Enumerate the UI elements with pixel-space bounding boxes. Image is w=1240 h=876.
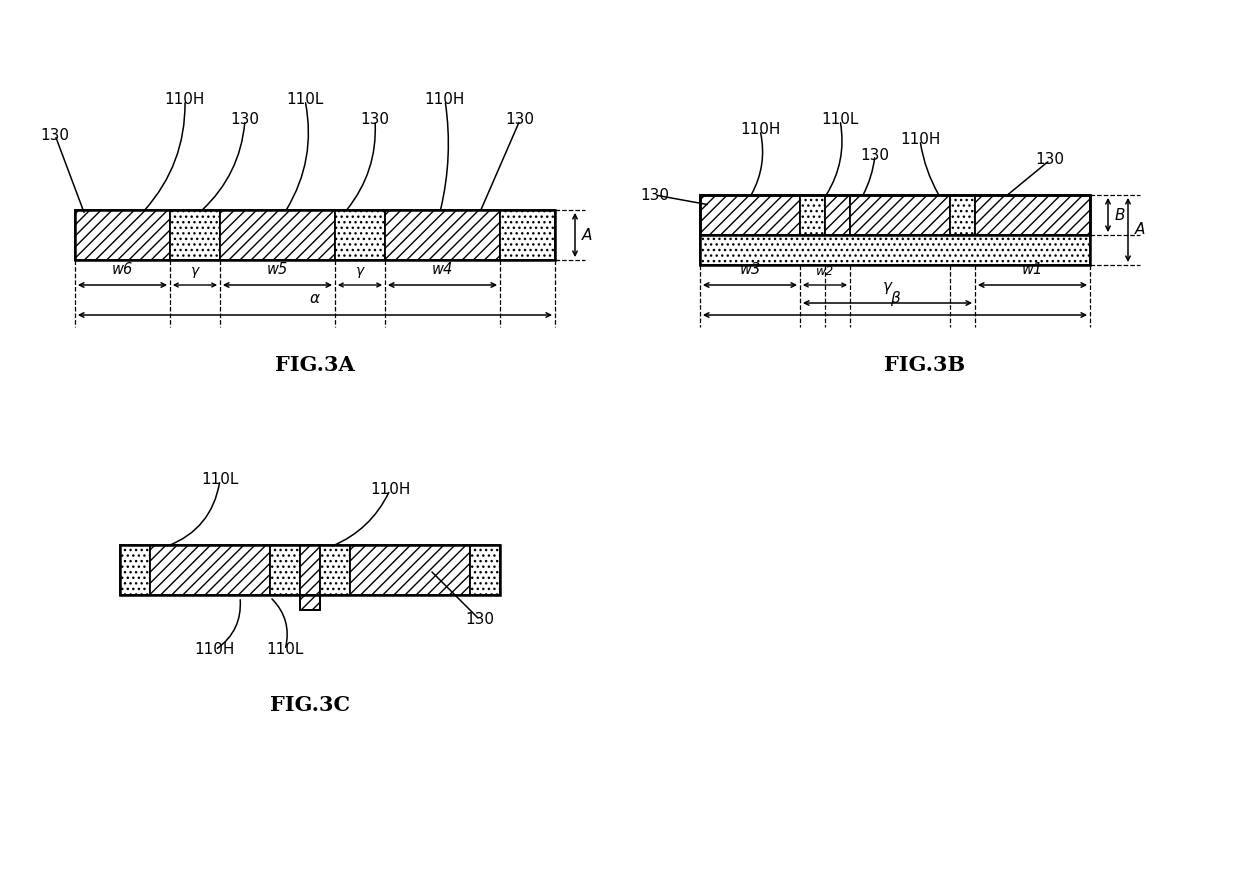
Bar: [701, 195, 800, 235]
Bar: [320, 545, 350, 595]
Text: 110H: 110H: [740, 123, 780, 138]
Bar: [950, 195, 975, 235]
Text: 110H: 110H: [425, 93, 465, 108]
Bar: [335, 210, 384, 260]
Bar: [701, 195, 1090, 265]
Bar: [800, 195, 825, 235]
Text: w3: w3: [739, 262, 760, 277]
Text: γ: γ: [883, 279, 892, 294]
Text: 110L: 110L: [821, 112, 858, 128]
Text: B: B: [1115, 208, 1126, 223]
Text: β: β: [890, 291, 900, 306]
Bar: [701, 195, 1090, 235]
Bar: [74, 210, 556, 260]
Bar: [120, 545, 500, 595]
Text: α: α: [310, 291, 320, 306]
Text: w4: w4: [432, 262, 453, 277]
Text: w2: w2: [816, 265, 835, 278]
Bar: [74, 210, 170, 260]
Text: 130: 130: [41, 128, 69, 143]
Text: γ: γ: [191, 264, 200, 278]
Bar: [975, 195, 1090, 235]
Text: FIG.3B: FIG.3B: [884, 355, 966, 375]
Text: 130: 130: [506, 112, 534, 128]
Text: 130: 130: [361, 112, 389, 128]
Bar: [384, 210, 500, 260]
Text: 110H: 110H: [900, 132, 940, 147]
Text: 130: 130: [641, 187, 670, 202]
Text: FIG.3A: FIG.3A: [275, 355, 355, 375]
Text: w1: w1: [1022, 262, 1043, 277]
Text: γ: γ: [356, 264, 365, 278]
Text: 130: 130: [231, 112, 259, 128]
Text: 110L: 110L: [201, 472, 238, 488]
Text: A: A: [1135, 223, 1146, 237]
Text: 110L: 110L: [286, 93, 324, 108]
Text: 110L: 110L: [267, 642, 304, 658]
Bar: [120, 545, 150, 595]
Text: 130: 130: [465, 612, 495, 627]
Bar: [350, 545, 470, 595]
Text: 130: 130: [861, 147, 889, 163]
Bar: [300, 545, 320, 595]
Bar: [500, 210, 556, 260]
Bar: [219, 210, 335, 260]
Text: 110H: 110H: [195, 642, 236, 658]
Bar: [270, 545, 300, 595]
Text: A: A: [582, 228, 593, 243]
Bar: [300, 595, 320, 610]
Bar: [170, 210, 219, 260]
Text: 110H: 110H: [165, 93, 205, 108]
Text: FIG.3C: FIG.3C: [270, 695, 350, 715]
Bar: [849, 195, 950, 235]
Bar: [825, 195, 849, 235]
Bar: [470, 545, 500, 595]
Text: 110H: 110H: [370, 483, 410, 498]
Text: w6: w6: [112, 262, 133, 277]
Text: w5: w5: [267, 262, 288, 277]
Bar: [150, 545, 270, 595]
Bar: [701, 235, 1090, 265]
Bar: [300, 595, 320, 610]
Text: 130: 130: [1035, 152, 1064, 167]
